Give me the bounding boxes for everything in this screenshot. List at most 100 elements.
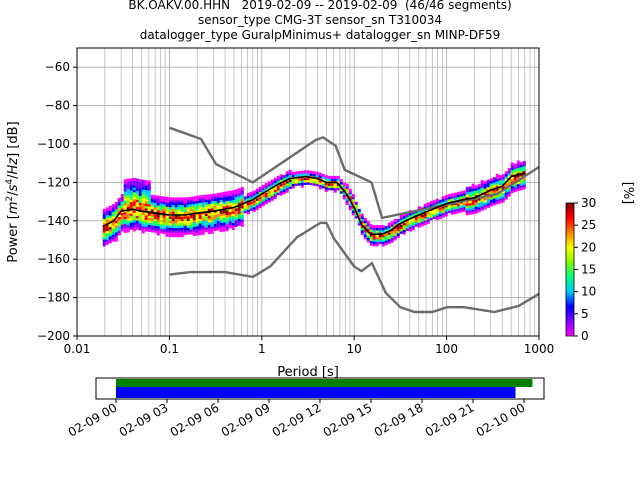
- heatmap-cell: [249, 200, 253, 204]
- heatmap-cell: [213, 195, 217, 199]
- heatmap-cell: [300, 177, 304, 181]
- heatmap-cell: [174, 208, 178, 212]
- heatmap-cell: [135, 206, 139, 210]
- heatmap-cell: [180, 211, 184, 215]
- heatmap-cell: [120, 219, 124, 223]
- heatmap-cell: [507, 188, 511, 192]
- heatmap-cell: [339, 190, 343, 194]
- heatmap-cell: [504, 178, 508, 182]
- heatmap-cell: [438, 211, 442, 215]
- heatmap-cell: [426, 213, 430, 217]
- heatmap-cell: [129, 187, 133, 191]
- heatmap-cell: [228, 218, 232, 222]
- x-axis-label: Period [s]: [277, 365, 339, 380]
- heatmap-cell: [522, 167, 526, 171]
- heatmap-cell: [480, 207, 484, 211]
- heatmap-cell: [126, 211, 130, 215]
- heatmap-cell: [204, 206, 208, 210]
- heatmap-cell: [183, 199, 187, 203]
- heatmap-cell: [114, 204, 118, 208]
- x-ticks: 0.01 0.1 1 10 100 1000: [64, 336, 554, 356]
- heatmap-cell: [111, 227, 115, 231]
- heatmap-cell: [375, 241, 379, 245]
- heatmap-cell: [114, 217, 118, 221]
- heatmap-cell: [381, 238, 385, 242]
- heatmap-cell: [213, 218, 217, 222]
- heatmap-cell: [474, 192, 478, 196]
- heatmap-cell: [207, 201, 211, 205]
- heatmap-cell: [177, 215, 181, 219]
- heatmap-cell: [495, 194, 499, 198]
- heatmap-cell: [393, 218, 397, 222]
- heatmap-cell: [387, 240, 391, 244]
- heatmap-cell: [399, 230, 403, 234]
- heatmap-cell: [468, 211, 472, 215]
- heatmap-cell: [216, 218, 220, 222]
- heatmap-cell: [156, 221, 160, 225]
- heatmap-cell: [378, 229, 382, 233]
- heatmap-cell: [306, 170, 310, 174]
- heatmap-cell: [420, 218, 424, 222]
- colorbar-tick-label: 25: [581, 218, 596, 232]
- heatmap-cell: [129, 185, 133, 189]
- heatmap-cell: [180, 208, 184, 212]
- heatmap-cell: [111, 215, 115, 219]
- heatmap-cell: [492, 179, 496, 183]
- heatmap-cell: [237, 222, 241, 226]
- heatmap-cell: [363, 229, 367, 233]
- heatmap-cell: [174, 201, 178, 205]
- heatmap-cell: [357, 211, 361, 215]
- heatmap-cell: [123, 229, 127, 233]
- heatmap-cell: [495, 176, 499, 180]
- heatmap-cell: [129, 217, 133, 221]
- heatmap-cell: [240, 207, 244, 211]
- heatmap-cell: [459, 207, 463, 211]
- heatmap-cell: [120, 200, 124, 204]
- heatmap-cell: [141, 191, 145, 195]
- heatmap-cell: [195, 218, 199, 222]
- heatmap-cell: [117, 230, 121, 234]
- heatmap-cell: [210, 207, 214, 211]
- heatmap-cell: [438, 213, 442, 217]
- heatmap-cell: [240, 223, 244, 227]
- heatmap-cell: [216, 220, 220, 224]
- heatmap-cell: [402, 222, 406, 226]
- heatmap-cell: [375, 234, 379, 238]
- heatmap-cell: [495, 196, 499, 200]
- heatmap-cell: [282, 186, 286, 190]
- heatmap-cell: [228, 204, 232, 208]
- heatmap-cell: [501, 199, 505, 203]
- heatmap-cell: [471, 188, 475, 192]
- heatmap-cell: [210, 230, 214, 234]
- heatmap-cell: [423, 217, 427, 221]
- heatmap-cell: [201, 199, 205, 203]
- heatmap-cell: [348, 191, 352, 195]
- heatmap-cell: [195, 207, 199, 211]
- heatmap-cell: [324, 186, 328, 190]
- heatmap-cell: [456, 194, 460, 198]
- heatmap-cell: [213, 216, 217, 220]
- heatmap-cell: [126, 178, 130, 182]
- heatmap-cell: [195, 209, 199, 213]
- heatmap-cell: [435, 212, 439, 216]
- heatmap-cell: [237, 215, 241, 219]
- heatmap-cell: [168, 199, 172, 203]
- heatmap-cell: [390, 221, 394, 225]
- heatmap-cell: [108, 240, 112, 244]
- heatmap-cell: [285, 173, 289, 177]
- heatmap-cell: [108, 235, 112, 239]
- heatmap-cell: [345, 188, 349, 192]
- heatmap-cell: [144, 180, 148, 184]
- heatmap-cell: [165, 208, 169, 212]
- heatmap-cell: [222, 219, 226, 223]
- heatmap-cell: [177, 199, 181, 203]
- heatmap-cell: [258, 205, 262, 209]
- heatmap-cell: [354, 208, 358, 212]
- heatmap-cell: [159, 214, 163, 218]
- heatmap-cell: [405, 223, 409, 227]
- heatmap-cell: [213, 200, 217, 204]
- heatmap-cell: [129, 189, 133, 193]
- heatmap-cell: [189, 203, 193, 207]
